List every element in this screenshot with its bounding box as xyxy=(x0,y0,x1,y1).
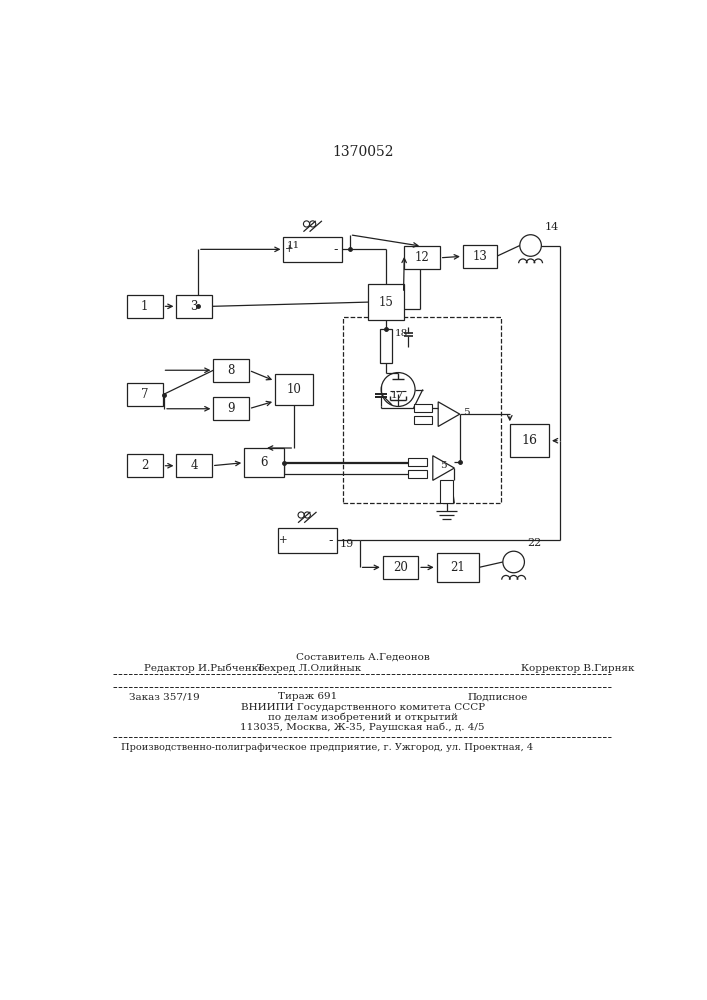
Text: 10: 10 xyxy=(287,383,302,396)
Text: 7: 7 xyxy=(141,388,148,401)
Bar xyxy=(440,480,452,503)
Bar xyxy=(127,454,163,477)
Text: по делам изобретений и открытий: по делам изобретений и открытий xyxy=(268,713,457,722)
Bar xyxy=(437,553,479,582)
Bar xyxy=(127,295,163,318)
Bar xyxy=(244,448,284,477)
Bar xyxy=(278,528,337,553)
Text: Производственно-полиграфическое предприятие, г. Ужгород, ул. Проектная, 4: Производственно-полиграфическое предприя… xyxy=(121,743,533,752)
Text: 16: 16 xyxy=(522,434,537,447)
Text: +: + xyxy=(279,535,288,545)
Bar xyxy=(380,329,392,363)
Text: 5: 5 xyxy=(440,461,447,470)
Bar xyxy=(408,470,426,478)
Text: +: + xyxy=(284,244,293,254)
Bar xyxy=(382,556,418,579)
Text: 113035, Москва, Ж-35, Раушская наб., д. 4/5: 113035, Москва, Ж-35, Раушская наб., д. … xyxy=(240,723,485,732)
Text: ВНИИПИ Государственного комитета СССР: ВНИИПИ Государственного комитета СССР xyxy=(240,703,485,712)
Text: 22: 22 xyxy=(527,538,542,548)
Bar xyxy=(127,383,163,406)
Bar xyxy=(510,424,549,457)
Text: 9: 9 xyxy=(228,402,235,415)
Bar xyxy=(463,245,497,268)
Text: Тираж 691: Тираж 691 xyxy=(279,692,338,701)
Text: 18: 18 xyxy=(395,329,407,338)
Text: Подписное: Подписное xyxy=(467,692,528,701)
Text: 8: 8 xyxy=(228,364,235,377)
Bar xyxy=(284,237,342,262)
Text: 6: 6 xyxy=(260,456,268,469)
Text: 3: 3 xyxy=(190,300,198,313)
Bar xyxy=(408,458,426,466)
Text: 13: 13 xyxy=(472,250,487,263)
Bar xyxy=(368,284,404,320)
Bar xyxy=(176,454,212,477)
Text: 1: 1 xyxy=(141,300,148,313)
Bar xyxy=(343,317,501,503)
Bar xyxy=(275,374,313,405)
Text: 2: 2 xyxy=(141,459,148,472)
Text: Корректор В.Гирняк: Корректор В.Гирняк xyxy=(521,664,635,673)
Bar xyxy=(176,295,212,318)
Text: 1370052: 1370052 xyxy=(332,145,394,159)
Bar xyxy=(414,416,432,424)
Bar xyxy=(214,397,249,420)
Text: 21: 21 xyxy=(450,561,465,574)
Text: Редактор И.Рыбченко: Редактор И.Рыбченко xyxy=(144,663,264,673)
Text: Заказ 357/19: Заказ 357/19 xyxy=(129,692,199,701)
Text: 12: 12 xyxy=(414,251,429,264)
Bar xyxy=(214,359,249,382)
Text: 15: 15 xyxy=(378,296,393,309)
Text: -: - xyxy=(334,243,338,256)
Text: 14: 14 xyxy=(544,222,559,232)
Text: 20: 20 xyxy=(393,561,408,574)
Text: Техред Л.Олийнык: Техред Л.Олийнык xyxy=(257,664,362,673)
Text: 11: 11 xyxy=(287,241,300,250)
Text: 19: 19 xyxy=(339,539,354,549)
Text: 5: 5 xyxy=(463,408,469,417)
Bar xyxy=(414,404,432,412)
Text: Составитель А.Гедеонов: Составитель А.Гедеонов xyxy=(296,653,430,662)
Text: -: - xyxy=(328,534,332,547)
Bar xyxy=(404,246,440,269)
Text: 4: 4 xyxy=(190,459,198,472)
Text: 17: 17 xyxy=(390,391,404,400)
